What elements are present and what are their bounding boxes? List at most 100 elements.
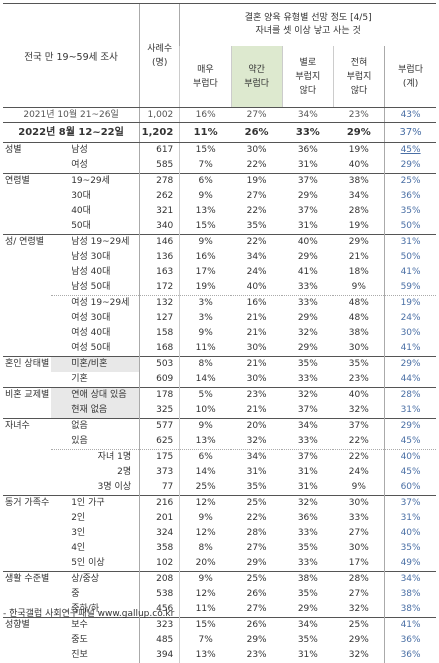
sample-size-cell: 1,202 [140,123,180,143]
not-very-envious-cell: 36% [282,511,333,526]
somewhat-envious-cell: 28% [231,526,282,541]
very-envious-cell: 6% [180,174,231,190]
very-envious-cell: 3% [180,296,231,312]
subgroup-label: 3명 이상 [51,480,139,496]
envious-total-cell: 29% [385,158,436,174]
not-very-envious-cell: 29% [282,341,333,357]
survey-period-label: 2022년 8월 12~22일 [3,123,140,143]
somewhat-envious-cell: 21% [231,326,282,341]
very-envious-cell: 15% [180,219,231,235]
subgroup-label: 남성 [51,143,139,159]
somewhat-envious-cell: 31% [231,465,282,480]
envious-total-cell: 30% [385,326,436,341]
survey-period-label: 2021년 10월 21~26일 [3,108,140,123]
subgroup-label: 남성 50대 [51,280,139,296]
envious-total-cell: 35% [385,204,436,219]
somewhat-envious-cell: 29% [231,633,282,648]
not-very-envious-cell: 34% [282,108,333,123]
header-envious-total-line: 부럽다 [398,65,423,75]
envious-total-cell: 29% [385,357,436,373]
envious-total-cell: 40% [385,526,436,541]
very-envious-cell: 11% [180,602,231,618]
subgroup-label: 없음 [51,419,139,435]
somewhat-envious-cell: 16% [231,296,282,312]
not-at-all-envious-cell: 19% [333,219,384,235]
not-very-envious-cell: 29% [282,311,333,326]
header-envious-total-line: (계) [403,79,418,89]
not-at-all-envious-cell: 34% [333,189,384,204]
sample-size-cell: 127 [140,311,180,326]
envious-total-cell: 36% [385,633,436,648]
not-very-envious-cell: 33% [282,280,333,296]
very-envious-cell: 12% [180,496,231,512]
envious-total-cell: 37% [385,496,436,512]
header-not-at-all-envious-line: 부럽지 [347,72,372,82]
subgroup-label: 여성 30대 [51,311,139,326]
sample-size-cell: 136 [140,250,180,265]
somewhat-envious-cell: 26% [231,618,282,634]
envious-total-cell: 34% [385,572,436,588]
somewhat-envious-cell: 22% [231,204,282,219]
subgroup-label: 남성 40대 [51,265,139,280]
sample-size-cell: 172 [140,280,180,296]
envious-total-cell: 35% [385,541,436,556]
very-envious-cell: 9% [180,572,231,588]
not-at-all-envious-cell: 21% [333,250,384,265]
group-label: 성향별 [3,618,51,663]
not-at-all-envious-cell: 35% [333,357,384,373]
sample-size-header: 사례수 (명) [140,4,180,108]
header-somewhat-envious-line: 부럽다 [244,79,269,89]
not-very-envious-cell: 37% [282,403,333,419]
subgroup-label: 2인 [51,511,139,526]
envious-total-cell: 36% [385,189,436,204]
not-at-all-envious-cell: 38% [333,174,384,190]
very-envious-cell: 3% [180,311,231,326]
somewhat-envious-cell: 34% [231,450,282,466]
not-at-all-envious-cell: 28% [333,572,384,588]
sample-size-cell: 577 [140,419,180,435]
not-at-all-envious-cell: 48% [333,311,384,326]
sample-size-cell: 175 [140,450,180,466]
somewhat-envious-cell: 22% [231,235,282,251]
group-label: 자녀수 [3,419,51,496]
sample-size-label: 사례수 [147,44,172,54]
group-label: 동거 가족수 [3,496,51,572]
survey-scope-label: 전국 만 19~59세 조사 [3,4,140,108]
very-envious-cell: 19% [180,280,231,296]
not-very-envious-cell: 31% [282,648,333,663]
not-at-all-envious-cell: 18% [333,265,384,280]
envious-total-cell: 50% [385,250,436,265]
envious-total-cell: 36% [385,648,436,663]
envious-total-cell: 37% [385,123,436,143]
not-very-envious-cell: 41% [282,265,333,280]
very-envious-cell: 7% [180,158,231,174]
not-at-all-envious-cell: 30% [333,541,384,556]
envious-total-cell: 50% [385,219,436,235]
somewhat-envious-cell: 27% [231,189,282,204]
subgroup-label: 여성 50대 [51,341,139,357]
very-envious-cell: 8% [180,541,231,556]
not-very-envious-cell: 34% [282,419,333,435]
not-at-all-envious-cell: 19% [333,143,384,159]
survey-table-container: 전국 만 19~59세 조사 사례수 (명) 결혼 양육 유형별 선망 정도 [… [3,3,436,663]
sample-size-cell: 324 [140,526,180,541]
subgroup-label: 미혼/비혼 [51,357,139,373]
envious-total-cell: 29% [385,419,436,435]
question-title-line1: 결혼 양육 유형별 선망 정도 [4/5] [245,13,372,23]
subgroup-label: 1인 가구 [51,496,139,512]
sample-size-cell: 158 [140,326,180,341]
not-at-all-envious-cell: 40% [333,388,384,404]
very-envious-cell: 9% [180,189,231,204]
envious-total-cell: 45% [385,434,436,450]
